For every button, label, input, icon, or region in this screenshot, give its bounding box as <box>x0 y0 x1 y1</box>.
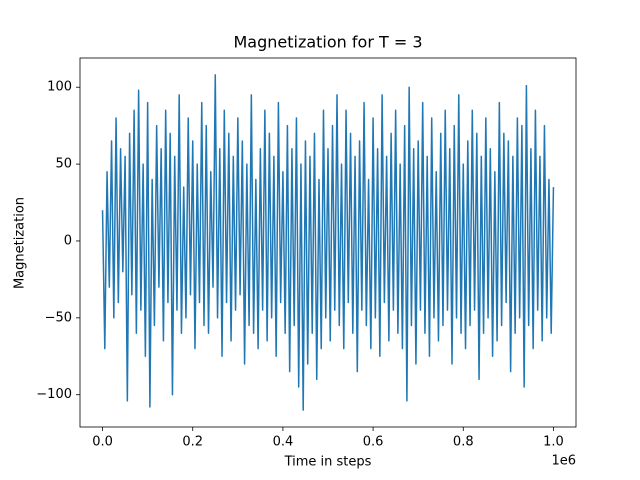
x-offset-label: 1e6 <box>551 454 576 469</box>
chart-title: Magnetization for T = 3 <box>233 33 422 52</box>
x-tick-label: 0.8 <box>453 435 474 450</box>
x-tick-label: 1.0 <box>543 435 564 450</box>
y-tick-label: −100 <box>36 387 72 402</box>
y-axis-label: Magnetization <box>13 197 28 289</box>
x-tick-label: 0.4 <box>273 435 294 450</box>
x-tick-label: 0.6 <box>363 435 384 450</box>
plot-frame <box>79 57 577 428</box>
y-tick-label: 0 <box>64 233 72 248</box>
data-line <box>101 74 555 411</box>
x-tick-label: 0.0 <box>92 435 113 450</box>
y-tick-label: 100 <box>47 80 72 95</box>
y-tick-label: −50 <box>45 310 72 325</box>
y-tick-label: 50 <box>55 157 72 172</box>
x-axis-label: Time in steps <box>284 455 372 470</box>
x-tick-label: 0.2 <box>182 435 203 450</box>
